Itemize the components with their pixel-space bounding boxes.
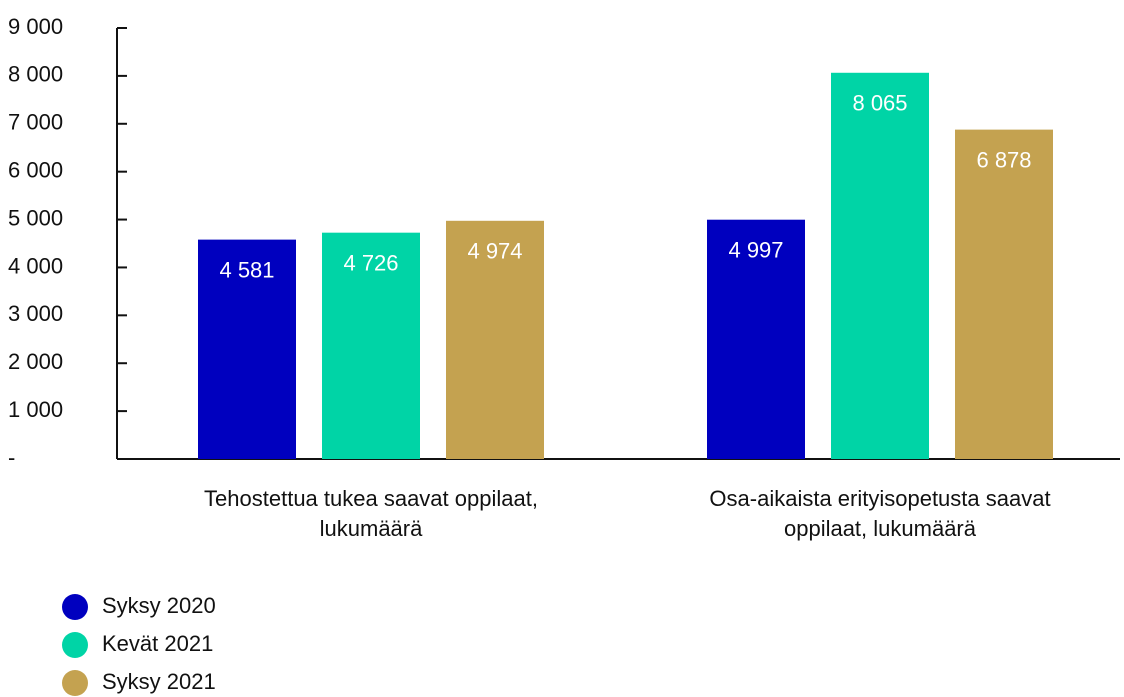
bar: [831, 72, 929, 459]
x-tick-label: Osa-aikaista erityisopetusta saavat oppi…: [709, 486, 1051, 541]
y-tick-label: 6 000: [8, 157, 63, 182]
y-tick-label: -: [8, 445, 15, 470]
bar: [707, 219, 805, 459]
y-tick-label: 2 000: [8, 349, 63, 374]
y-tick-label: 3 000: [8, 301, 63, 326]
y-tick-label: 4 000: [8, 253, 63, 278]
legend-label: Syksy 2021: [102, 669, 216, 694]
value-label: 6 878: [976, 147, 1031, 172]
legend-label: Syksy 2020: [102, 593, 216, 618]
y-tick-label: 9 000: [8, 14, 63, 39]
value-label: 4 726: [343, 250, 398, 275]
x-tick-label: Tehostettua tukea saavat oppilaat, lukum…: [204, 486, 538, 541]
legend-label: Kevät 2021: [102, 631, 213, 656]
y-tick-label: 1 000: [8, 397, 63, 422]
value-label: 4 974: [467, 239, 522, 264]
value-label: 4 997: [728, 238, 783, 263]
legend-marker: [62, 594, 88, 620]
legend-marker: [62, 632, 88, 658]
bar: [446, 220, 544, 459]
value-label: 4 581: [219, 257, 274, 282]
y-tick-label: 8 000: [8, 62, 63, 87]
y-tick-label: 5 000: [8, 205, 63, 230]
legend-marker: [62, 670, 88, 696]
y-tick-label: 7 000: [8, 110, 63, 135]
value-label: 8 065: [852, 91, 907, 116]
bar: [955, 129, 1053, 459]
bar: [322, 232, 420, 459]
bar: [198, 239, 296, 459]
